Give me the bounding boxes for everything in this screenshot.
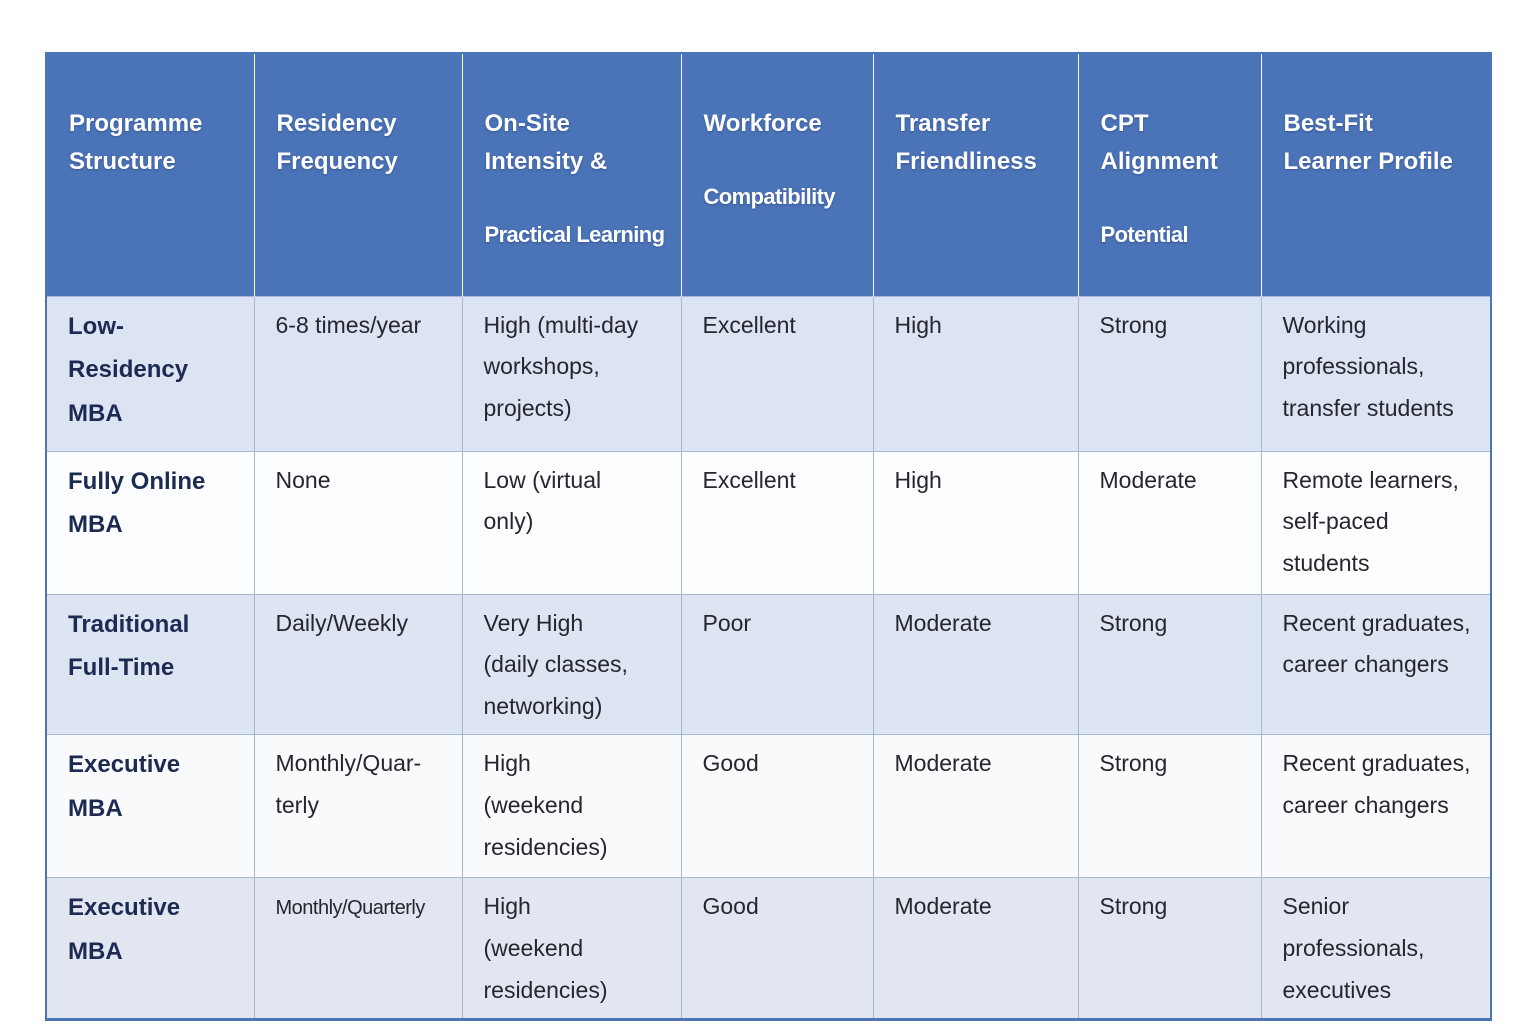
table-row-fully-online-mba: Fully Online MBA None Low (virtual only)… (45, 450, 1492, 595)
cell-cpt-alignment: Strong (1077, 734, 1262, 879)
cell-onsite-intensity: High (weekend residencies) (461, 877, 682, 1020)
row-label: Fully Online MBA (45, 450, 255, 595)
cell-best-fit-profile: Recent graduates, career changers (1260, 593, 1492, 736)
header-subtitle: Compatibility (703, 184, 836, 210)
row-label: Executive MBA (45, 877, 255, 1020)
header-row: Programme Structure Residency Frequency … (46, 53, 1491, 296)
programme-comparison-table: Programme Structure Residency Frequency … (45, 52, 1492, 1021)
header-subtitle: Practical Learning (484, 221, 666, 247)
table-row-traditional-full-time: Traditional Full-Time Daily/Weekly Very … (45, 593, 1492, 736)
cell-transfer-friendliness: Moderate (872, 593, 1079, 736)
table-row-executive-mba-1: Executive MBA Monthly/Quar- terly High (… (45, 734, 1492, 879)
cell-workforce-compatibility: Good (680, 877, 874, 1020)
table-row-low-residency-mba: Low- Residency MBA 6-8 times/year High (… (45, 295, 1492, 452)
cell-transfer-friendliness: High (872, 295, 1079, 452)
cell-workforce-compatibility: Poor (680, 593, 874, 736)
cell-transfer-friendliness: Moderate (872, 734, 1079, 879)
cell-cpt-alignment: Moderate (1077, 450, 1262, 595)
cell-residency-frequency: Monthly/Quarterly (253, 877, 463, 1020)
cell-transfer-friendliness: Moderate (872, 877, 1079, 1020)
cell-residency-frequency: 6-8 times/year (253, 295, 463, 452)
row-label: Traditional Full-Time (45, 593, 255, 736)
column-header-residency-frequency: Residency Frequency (253, 53, 462, 296)
column-header-best-fit-profile: Best-Fit Learner Profile (1260, 53, 1491, 296)
cell-best-fit-profile: Remote learners, self-paced students (1260, 450, 1492, 595)
header-title: Residency Frequency (276, 110, 398, 175)
cell-transfer-friendliness: High (872, 450, 1079, 595)
cell-onsite-intensity: High (weekend residencies) (461, 734, 682, 879)
header-title: Workforce (703, 110, 822, 138)
header-title: Best-Fit Learner Profile (1283, 110, 1453, 175)
cell-residency-frequency: Daily/Weekly (253, 593, 463, 736)
cell-onsite-intensity: Very High (daily classes, networking) (461, 593, 682, 736)
cell-onsite-intensity: High (multi-day workshops, projects) (461, 295, 682, 452)
cell-residency-frequency: None (253, 450, 463, 595)
cell-cpt-alignment: Strong (1077, 877, 1262, 1020)
column-header-cpt-alignment: CPT Alignment Potential (1077, 53, 1261, 296)
header-title: Transfer Friendliness (895, 110, 1037, 175)
header-title: On-Site Intensity & (484, 110, 608, 175)
cell-text: Monthly/Quarterly (275, 897, 426, 920)
row-label: Low- Residency MBA (45, 295, 255, 452)
row-label: Executive MBA (45, 734, 255, 879)
table-row-executive-mba-2: Executive MBA Monthly/Quarterly High (we… (45, 877, 1492, 1020)
column-header-workforce-compatibility: Workforce Compatibility (680, 53, 873, 296)
cell-workforce-compatibility: Good (680, 734, 874, 879)
cell-best-fit-profile: Working professionals, transfer students (1260, 295, 1492, 452)
cell-residency-frequency: Monthly/Quar- terly (253, 734, 463, 879)
cell-cpt-alignment: Strong (1077, 593, 1262, 736)
cell-workforce-compatibility: Excellent (680, 295, 874, 452)
cell-cpt-alignment: Strong (1077, 295, 1262, 452)
header-subtitle: Potential (1100, 221, 1189, 247)
header-title: Programme Structure (69, 110, 203, 175)
column-header-onsite-intensity: On-Site Intensity & Practical Learning (461, 53, 681, 296)
cell-best-fit-profile: Recent graduates, career changers (1260, 734, 1492, 879)
column-header-transfer-friendliness: Transfer Friendliness (872, 53, 1078, 296)
cell-best-fit-profile: Senior professionals, executives (1260, 877, 1492, 1020)
cell-workforce-compatibility: Excellent (680, 450, 874, 595)
cell-onsite-intensity: Low (virtual only) (461, 450, 682, 595)
column-header-programme-structure: Programme Structure (46, 53, 254, 296)
header-title: CPT Alignment (1100, 110, 1218, 175)
